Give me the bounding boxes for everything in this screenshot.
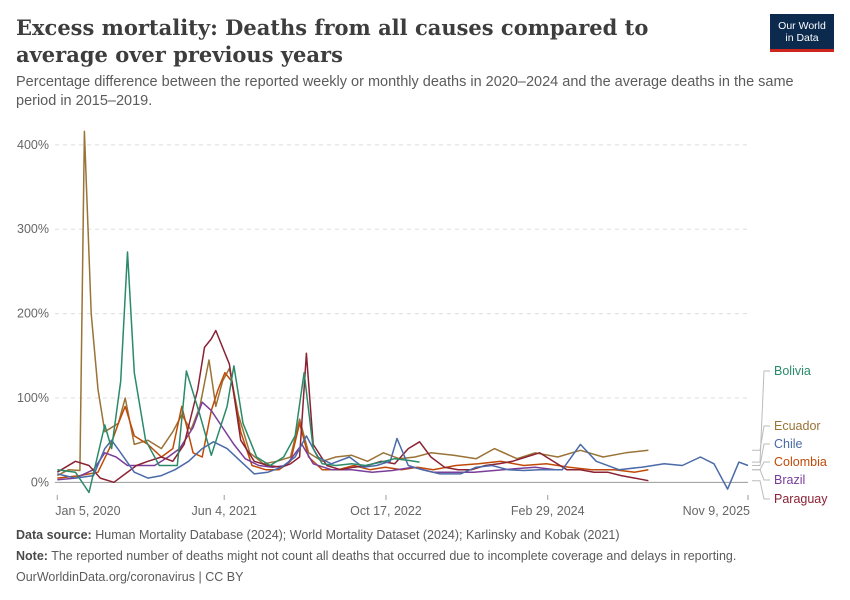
- y-tick-label: 400%: [17, 138, 49, 152]
- y-tick-label: 100%: [17, 391, 49, 405]
- y-tick-label: 200%: [17, 307, 49, 321]
- x-tick-label: Jun 4, 2021: [192, 504, 257, 518]
- x-tick-label: Jan 5, 2020: [55, 504, 120, 518]
- series-label-chile[interactable]: Chile: [774, 437, 803, 451]
- x-tick-label: Feb 29, 2024: [511, 504, 585, 518]
- credit-link[interactable]: OurWorldinData.org/coronavirus | CC BY: [16, 570, 244, 584]
- x-tick-label: Oct 17, 2022: [350, 504, 422, 518]
- chart-title: Excess mortality: Deaths from all causes…: [16, 15, 649, 67]
- label-connector: [752, 443, 770, 466]
- series-label-colombia[interactable]: Colombia: [774, 455, 827, 469]
- source-text: Human Mortality Database (2024); World M…: [95, 528, 620, 542]
- series-line-chile[interactable]: [57, 435, 749, 490]
- x-tick-label: Nov 9, 2025: [683, 504, 750, 518]
- series-line-brazil[interactable]: [57, 401, 556, 481]
- label-connector: [752, 469, 770, 481]
- source-label: Data source:: [16, 528, 92, 542]
- source-line: Data source: Human Mortality Database (2…: [16, 528, 620, 542]
- label-connector: [752, 370, 770, 463]
- series-label-ecuador[interactable]: Ecuador: [774, 419, 821, 433]
- x-axis: Jan 5, 2020 Jun 4, 2021 Oct 17, 2022 Feb 29…: [55, 495, 750, 518]
- series-label-brazil[interactable]: Brazil: [774, 473, 805, 487]
- logo-line-1: Our World: [778, 20, 826, 32]
- y-tick-label: 0%: [31, 475, 49, 489]
- y-tick-label: 300%: [17, 222, 49, 236]
- note-text: The reported number of deaths might not …: [51, 549, 737, 563]
- owid-logo[interactable]: Our World in Data: [770, 14, 834, 52]
- grid-lines: 0% 100% 200% 300% 400%: [17, 138, 748, 489]
- logo-line-2: in Data: [785, 32, 819, 44]
- series-lines: [56, 130, 749, 494]
- series-label-paraguay[interactable]: Paraguay: [774, 492, 828, 506]
- series-line-bolivia[interactable]: [57, 251, 420, 494]
- label-connector: [752, 425, 770, 451]
- label-connector: [752, 480, 770, 500]
- series-labels: Bolivia Ecuador Chile Colombia Brazil Paragua…: [752, 364, 828, 506]
- note-line: Note: The reported number of deaths migh…: [16, 549, 736, 563]
- series-label-bolivia[interactable]: Bolivia: [774, 364, 811, 378]
- chart-subtitle: Percentage difference between the report…: [16, 74, 794, 109]
- series-line-ecuador[interactable]: [56, 130, 649, 477]
- series-line-paraguay[interactable]: [56, 329, 649, 484]
- note-label: Note:: [16, 549, 48, 563]
